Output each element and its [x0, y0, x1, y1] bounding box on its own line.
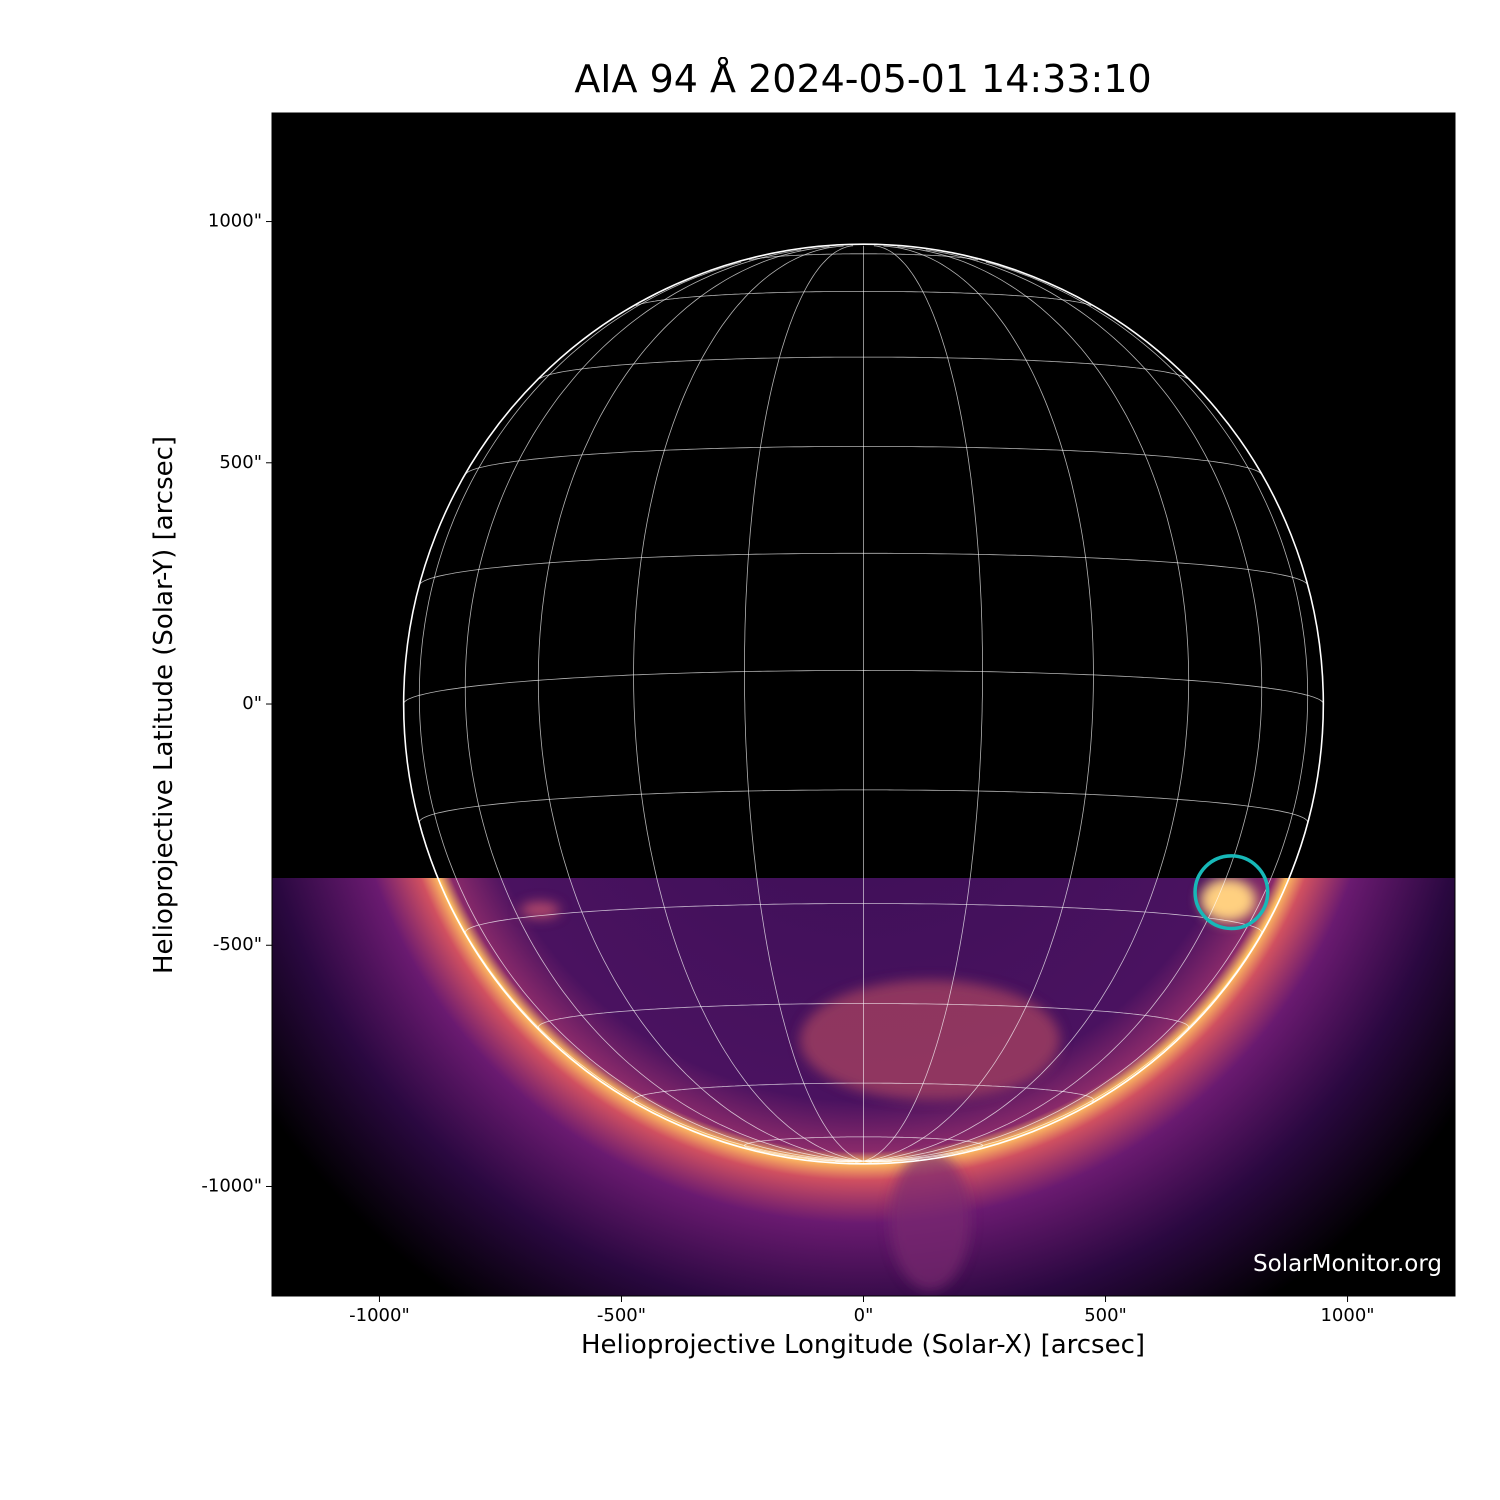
x-tick-label: 1000" [1320, 1305, 1374, 1326]
y-tick-label: -500" [213, 934, 262, 955]
x-tick-label: 500" [1084, 1305, 1127, 1326]
coordinate-grid-line [863, 246, 1190, 1162]
coordinate-grid-line [464, 249, 864, 1162]
emission-region [890, 1150, 970, 1290]
x-tick-label: -500" [597, 1305, 646, 1326]
emission-region [520, 902, 560, 918]
active-region [1200, 878, 1256, 922]
y-tick-label: 1000" [208, 211, 262, 232]
x-axis-label: Helioprojective Longitude (Solar-X) [arc… [581, 1330, 1145, 1360]
coordinate-grid-line [863, 245, 983, 1162]
coordinate-grid-line [537, 246, 864, 1162]
y-tick-label: 0" [242, 693, 262, 714]
solar-limb [402, 243, 1325, 1165]
watermark: SolarMonitor.org [1253, 1251, 1442, 1277]
grid [402, 243, 1325, 1165]
coordinate-grid-line [863, 1160, 872, 1163]
y-axis-label: Helioprojective Latitude (Solar-Y) [arcs… [149, 436, 179, 974]
y-tick-label: -1000" [201, 1175, 262, 1196]
coordinate-grid-line [863, 249, 1263, 1162]
coordinate-grid-line [744, 245, 864, 1162]
coordinate-grid-line [418, 261, 864, 1162]
coordinate-grid-line [633, 245, 864, 1162]
coordinate-grid-line [863, 261, 1309, 1162]
coordinate-grid-line [863, 245, 1094, 1162]
y-tick-label: 500" [219, 452, 262, 473]
x-tick-label: -1000" [349, 1305, 410, 1326]
emission-features [520, 878, 1256, 1290]
x-tick-label: 0" [854, 1305, 874, 1326]
coordinate-grid-line [748, 1147, 864, 1162]
chart-title: AIA 94 Å 2024-05-01 14:33:10 [574, 57, 1151, 101]
emission-region [800, 980, 1060, 1100]
highlight-circle [1193, 854, 1270, 931]
